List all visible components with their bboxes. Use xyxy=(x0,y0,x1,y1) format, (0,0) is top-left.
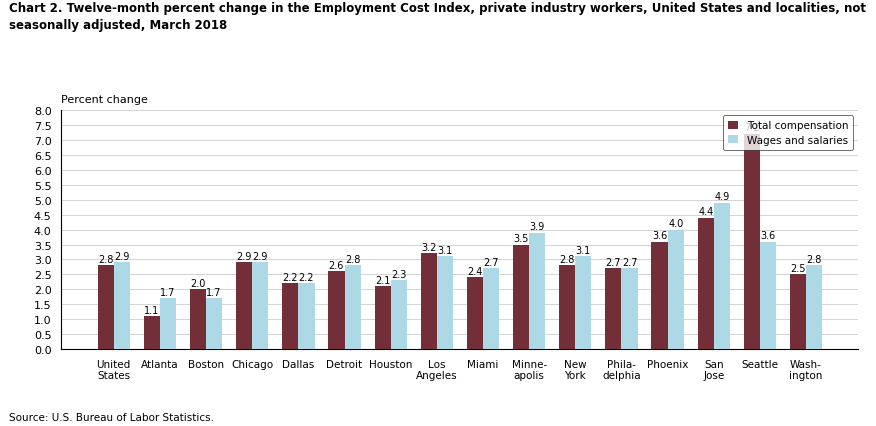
Bar xyxy=(391,281,406,349)
Text: 4.9: 4.9 xyxy=(714,192,730,201)
Bar xyxy=(744,135,760,349)
Text: 2.8: 2.8 xyxy=(807,254,822,264)
Text: 3.2: 3.2 xyxy=(421,242,436,252)
Text: 2.8: 2.8 xyxy=(98,254,113,264)
Text: 2.8: 2.8 xyxy=(345,254,360,264)
Text: 1.1: 1.1 xyxy=(145,305,159,315)
Text: 3.9: 3.9 xyxy=(530,222,545,232)
Bar xyxy=(420,254,437,349)
Bar xyxy=(190,290,206,349)
Text: 3.6: 3.6 xyxy=(652,230,668,240)
Text: 1.7: 1.7 xyxy=(207,287,222,297)
Text: 2.5: 2.5 xyxy=(790,263,806,273)
Bar xyxy=(621,269,638,349)
Bar xyxy=(605,269,621,349)
Text: Source: U.S. Bureau of Labor Statistics.: Source: U.S. Bureau of Labor Statistics. xyxy=(9,412,214,422)
Bar xyxy=(437,257,453,349)
Bar xyxy=(529,233,545,349)
Bar xyxy=(328,272,344,349)
Bar xyxy=(559,266,576,349)
Bar xyxy=(806,266,823,349)
Text: 2.9: 2.9 xyxy=(237,251,251,262)
Text: 2.8: 2.8 xyxy=(560,254,575,264)
Text: 2.7: 2.7 xyxy=(484,257,498,268)
Bar xyxy=(206,299,223,349)
Bar xyxy=(760,242,776,349)
Text: Percent change: Percent change xyxy=(61,95,148,104)
Bar xyxy=(299,284,314,349)
Bar xyxy=(697,218,714,349)
Text: Chart 2. Twelve-month percent change in the Employment Cost Index, private indus: Chart 2. Twelve-month percent change in … xyxy=(9,2,865,32)
Text: 3.6: 3.6 xyxy=(760,230,775,240)
Bar xyxy=(513,245,529,349)
Text: 7.2: 7.2 xyxy=(744,123,759,133)
Text: 3.5: 3.5 xyxy=(513,233,529,243)
Text: 3.1: 3.1 xyxy=(437,245,453,256)
Text: 2.2: 2.2 xyxy=(283,272,298,282)
Text: 2.9: 2.9 xyxy=(114,251,130,262)
Bar xyxy=(652,242,668,349)
Legend: Total compensation, Wages and salaries: Total compensation, Wages and salaries xyxy=(723,116,853,150)
Bar xyxy=(97,266,114,349)
Text: 2.7: 2.7 xyxy=(605,257,621,268)
Bar xyxy=(159,299,176,349)
Bar xyxy=(790,275,806,349)
Text: 2.0: 2.0 xyxy=(190,278,206,288)
Text: 2.1: 2.1 xyxy=(375,275,391,285)
Bar xyxy=(344,266,361,349)
Bar xyxy=(576,257,591,349)
Bar xyxy=(236,263,252,349)
Text: 4.0: 4.0 xyxy=(668,219,683,228)
Text: 2.2: 2.2 xyxy=(299,272,314,282)
Text: 4.4: 4.4 xyxy=(698,207,713,216)
Text: 2.3: 2.3 xyxy=(391,269,406,279)
Bar xyxy=(252,263,268,349)
Text: 3.1: 3.1 xyxy=(576,245,591,256)
Bar xyxy=(114,263,130,349)
Text: 2.6: 2.6 xyxy=(328,260,344,271)
Bar xyxy=(375,287,391,349)
Text: 2.9: 2.9 xyxy=(252,251,268,262)
Bar xyxy=(467,278,483,349)
Bar xyxy=(668,230,684,349)
Bar xyxy=(144,317,159,349)
Bar xyxy=(282,284,299,349)
Text: 1.7: 1.7 xyxy=(160,287,175,297)
Bar xyxy=(483,269,499,349)
Text: 2.7: 2.7 xyxy=(622,257,637,268)
Bar xyxy=(714,203,730,349)
Text: 2.4: 2.4 xyxy=(467,266,483,276)
